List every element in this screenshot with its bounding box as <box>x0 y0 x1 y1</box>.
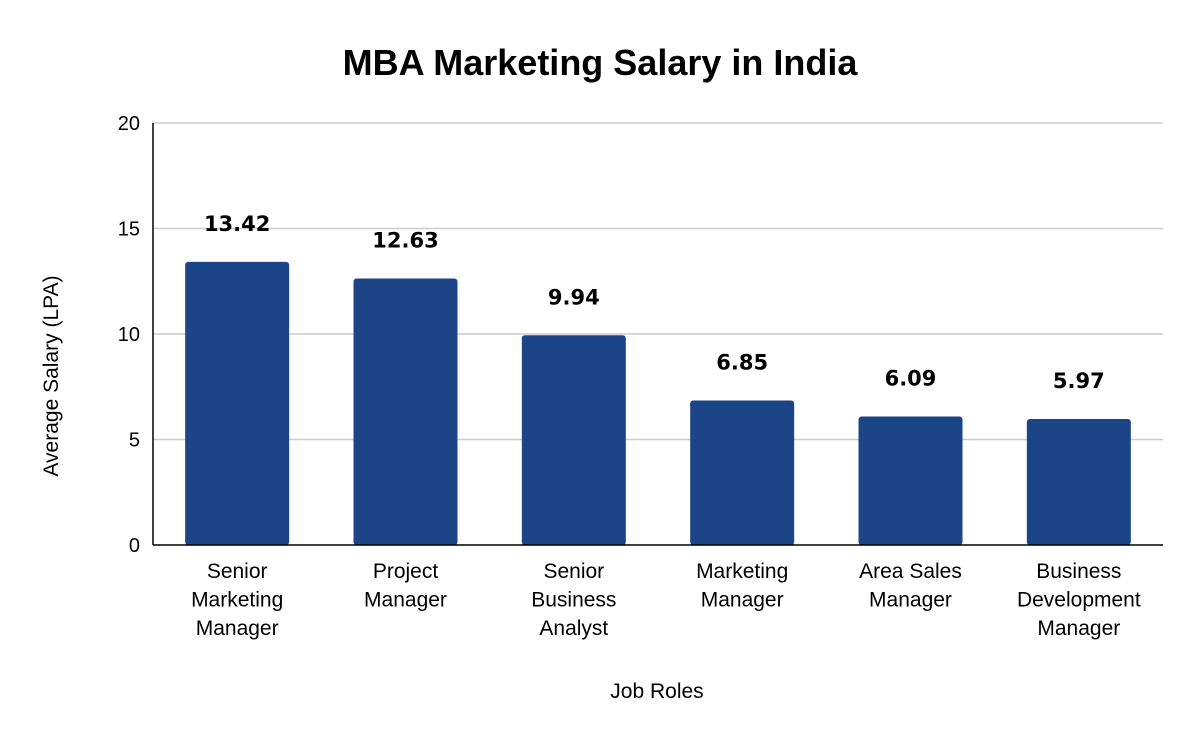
x-tick-label: Senior <box>207 560 268 583</box>
y-tick-label: 10 <box>118 324 140 346</box>
data-label: 12.63 <box>372 229 438 253</box>
bar <box>1026 419 1131 545</box>
gridlines <box>153 122 1163 441</box>
y-axis-ticks: 0 5 10 15 20 <box>118 113 140 557</box>
y-axis-label: Average Salary (LPA) <box>40 275 63 476</box>
bar <box>690 400 795 545</box>
x-tick-label: Business <box>1036 560 1121 583</box>
bar <box>858 416 963 545</box>
data-labels: 13.42 12.63 9.94 6.85 6.09 5.97 <box>204 212 1105 393</box>
bar <box>521 335 626 545</box>
x-tick-label: Manager <box>364 589 447 612</box>
x-tick-label: Area Sales <box>859 560 962 583</box>
x-tick-label: Manager <box>701 589 784 612</box>
x-tick-label: Development <box>1017 589 1141 612</box>
chart-title: MBA Marketing Salary in India <box>343 42 859 83</box>
x-tick-label: Manager <box>1037 617 1120 640</box>
data-label: 5.97 <box>1053 369 1105 393</box>
x-tick-label: Manager <box>869 589 952 612</box>
data-label: 6.85 <box>716 350 768 374</box>
data-label: 13.42 <box>204 212 270 236</box>
y-tick-label: 20 <box>118 113 140 135</box>
data-label: 9.94 <box>548 285 600 309</box>
x-axis-ticks: Senior Marketing Manager Project Manager Seni… <box>191 560 1141 640</box>
data-label: 6.09 <box>885 367 937 391</box>
x-tick-label: Marketing <box>696 560 788 583</box>
x-tick-label: Senior <box>543 560 604 583</box>
x-tick-label: Analyst <box>539 617 608 640</box>
x-tick-label: Business <box>531 589 616 612</box>
bar <box>185 261 290 545</box>
bar <box>353 278 458 545</box>
y-tick-label: 15 <box>118 219 140 241</box>
x-axis-label: Job Roles <box>610 680 703 703</box>
x-tick-label: Project <box>373 560 439 583</box>
y-tick-label: 5 <box>129 430 140 452</box>
bars <box>185 261 1131 545</box>
y-tick-label: 0 <box>129 535 140 557</box>
x-tick-label: Marketing <box>191 589 283 612</box>
x-tick-label: Manager <box>196 617 279 640</box>
